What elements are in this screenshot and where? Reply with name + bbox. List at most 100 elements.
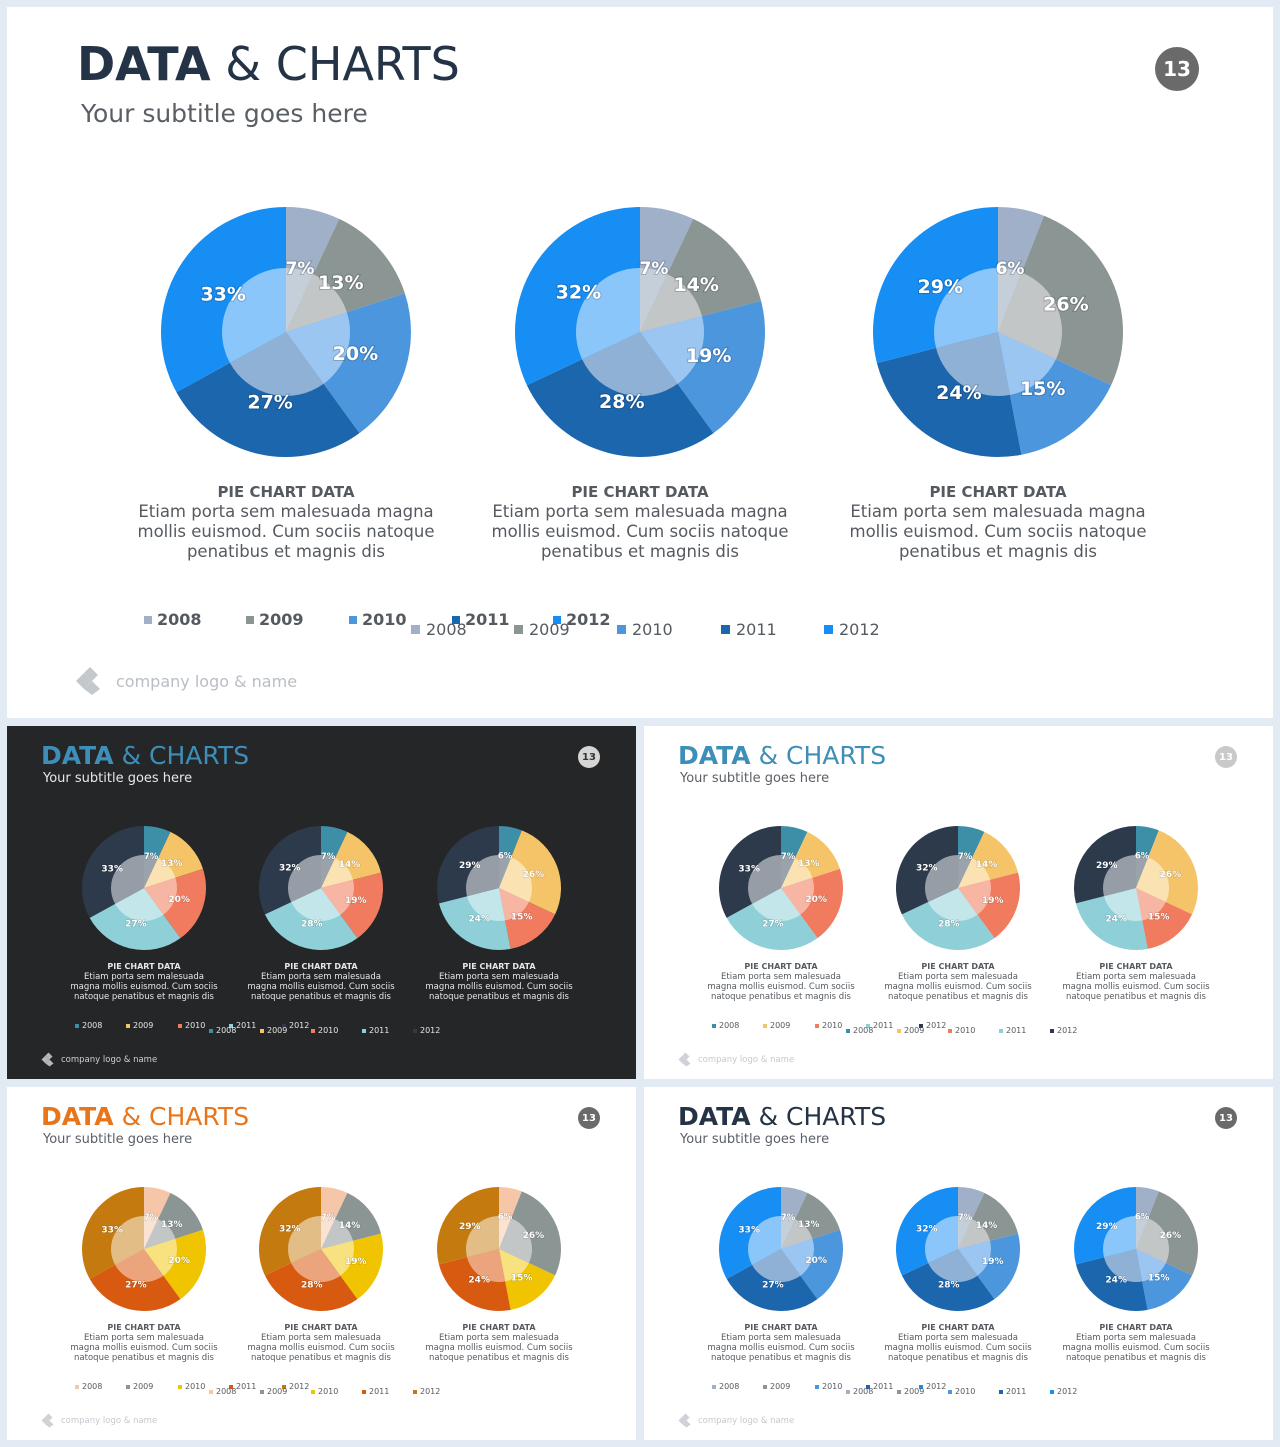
slide-subtitle: Your subtitle goes here	[43, 771, 193, 786]
pie-inner-slice-2012	[1103, 1216, 1136, 1258]
legend-label: 2008	[216, 1026, 237, 1035]
caption-title: PIE CHART DATA	[929, 483, 1067, 501]
title-bold: DATA	[678, 741, 751, 770]
pie-inner-slice-2011	[752, 888, 801, 922]
page-number-badge: 13	[1215, 1107, 1237, 1129]
pie-inner-ring	[466, 1216, 532, 1283]
pie-labels: 6% 26% 15% 24% 29%	[917, 258, 1090, 405]
page-number-badge: 13	[578, 1107, 600, 1129]
legend-label: 2011	[873, 1021, 894, 1030]
pie-label-2010: 19%	[686, 345, 731, 367]
pie-inner-slice-2008	[1136, 1216, 1149, 1249]
pie-labels: 7%13% 20% 27% 33%	[738, 851, 828, 930]
pie-inner-ring	[924, 855, 991, 922]
pie-inner-slice-2012	[924, 855, 958, 903]
legend-item-2012: 2012	[413, 1026, 440, 1035]
legend-item-2008: 2008	[75, 1382, 102, 1391]
pie-label-2008: 7%	[781, 1213, 796, 1223]
pie-inner-slice-2008	[499, 855, 512, 888]
caption-title: PIE CHART DATA	[217, 483, 355, 501]
legend-swatch-2009	[897, 1389, 901, 1394]
legend-swatch-2012	[1050, 1028, 1054, 1033]
legend-swatch-2010	[815, 1023, 819, 1028]
pie-inner-slice-2008	[958, 855, 973, 888]
pie-inner-slice-2008	[286, 268, 314, 332]
legend-item-2009: 2009	[126, 1382, 153, 1391]
legend-label: 2008	[216, 1387, 237, 1396]
pie-inner-slice-2010	[1136, 1249, 1166, 1282]
caption-title: PIE CHART DATA	[1099, 962, 1173, 971]
legend-swatch-2011	[999, 1389, 1003, 1394]
pie-inner-slice-2010	[958, 879, 991, 915]
legend-swatch-2009	[763, 1023, 767, 1028]
legend-item-2012: 2012	[919, 1021, 946, 1030]
legend-item-2009: 2009	[514, 620, 570, 639]
pie-inner-slice-2009	[286, 274, 347, 332]
pie-inner-ring	[110, 1216, 177, 1283]
pie-label-2008: 7%	[781, 852, 796, 862]
pie-inner-slice-2011	[467, 1249, 506, 1283]
legend-label: 2008	[853, 1026, 874, 1035]
pie-inner-slice-2011	[229, 332, 324, 397]
legend-swatch-2012	[919, 1384, 923, 1389]
pie-label-2011: 24%	[936, 382, 981, 404]
legend-label: 2011	[736, 620, 777, 639]
legend-label: 2010	[955, 1387, 976, 1396]
pie-label-2012: 33%	[738, 1226, 760, 1236]
legend-item-2012: 2012	[1050, 1387, 1077, 1396]
pie-inner-slice-2009	[321, 1219, 353, 1249]
pie-label-2010: 15%	[511, 1274, 533, 1284]
pie-label-2010: 19%	[345, 896, 367, 906]
legend-swatch-2009	[897, 1028, 901, 1033]
legend-item-2011: 2011	[999, 1387, 1026, 1396]
pie-inner-slice-2011	[1104, 888, 1143, 922]
pie-inner-slice-2010	[998, 332, 1056, 395]
legend-label: 2012	[289, 1021, 310, 1030]
footer: company logo & name	[73, 664, 297, 698]
pie-inner-slice-2010	[640, 316, 705, 384]
legend-swatch-2010	[815, 1384, 819, 1389]
pie-caption: PIE CHART DATA Etiam porta sem malesuada …	[706, 1323, 856, 1363]
pie-inner-slice-2012	[924, 1216, 958, 1264]
legend-label: 2008	[157, 610, 202, 629]
legend-label: 2012	[926, 1021, 947, 1030]
caption-text: Etiam porta sem malesuada magna mollis e…	[70, 1333, 218, 1363]
slide-subtitle: Your subtitle goes here	[81, 99, 368, 128]
pie-inner-slice-2010	[958, 1240, 991, 1276]
legend-label: 2011	[1006, 1387, 1027, 1396]
pie-caption: PIE CHART DATA Etiam porta sem malesuada …	[69, 1323, 219, 1363]
legend-swatch-2011	[999, 1028, 1003, 1033]
pie-caption: PIE CHART DATA Etiam porta sem malesuada …	[1061, 962, 1211, 1002]
caption-text: Etiam porta sem malesuada magna mollis e…	[425, 1333, 573, 1363]
pie-inner-slice-2009	[1136, 1218, 1169, 1264]
legend-swatch-2011	[229, 1384, 233, 1389]
pie-inner-slice-2012	[747, 855, 781, 904]
pie-inner-slice-2012	[287, 1216, 321, 1264]
footer-text: company logo & name	[61, 1415, 158, 1426]
pie-chart: 7%13% 20% 27% 33%	[82, 826, 207, 950]
legend-item-2012: 2012	[282, 1382, 309, 1391]
pie-label-2011: 27%	[762, 920, 784, 930]
pie-caption: PIE CHART DATA Etiam porta sem malesuada …	[424, 1323, 574, 1363]
legend-swatch-2012	[413, 1028, 417, 1033]
caption-text: Etiam porta sem malesuada magna mollis e…	[491, 502, 789, 561]
pie-label-2011: 24%	[468, 915, 490, 925]
pie-inner-slice-2009	[781, 858, 813, 888]
legend-swatch-2009	[260, 1028, 264, 1033]
pie-caption: PIE CHART DATA Etiam porta sem malesuada …	[1061, 1323, 1211, 1363]
legend-swatch-2009	[246, 615, 254, 624]
legend-swatch-2008	[209, 1028, 213, 1033]
legend-label: 2011	[465, 610, 510, 629]
company-logo-icon	[678, 1052, 691, 1067]
legend-label: 2008	[853, 1387, 874, 1396]
pie-label-2009: 26%	[1160, 870, 1182, 880]
pie-labels: 6% 26% 15% 24% 29%	[459, 1212, 545, 1286]
pie-caption: PIE CHART DATA Etiam porta sem malesuada …	[848, 482, 1148, 562]
pie-label-2009: 26%	[1160, 1231, 1182, 1241]
pie-inner-slice-2008	[998, 268, 1022, 332]
slide-title: DATA & CHARTS	[41, 1102, 249, 1131]
pie-label-2010: 15%	[1020, 378, 1065, 400]
pie-inner-slice-2009	[781, 1219, 813, 1249]
legend-item-2012: 2012	[413, 1387, 440, 1396]
legend-swatch-2010	[311, 1028, 315, 1033]
